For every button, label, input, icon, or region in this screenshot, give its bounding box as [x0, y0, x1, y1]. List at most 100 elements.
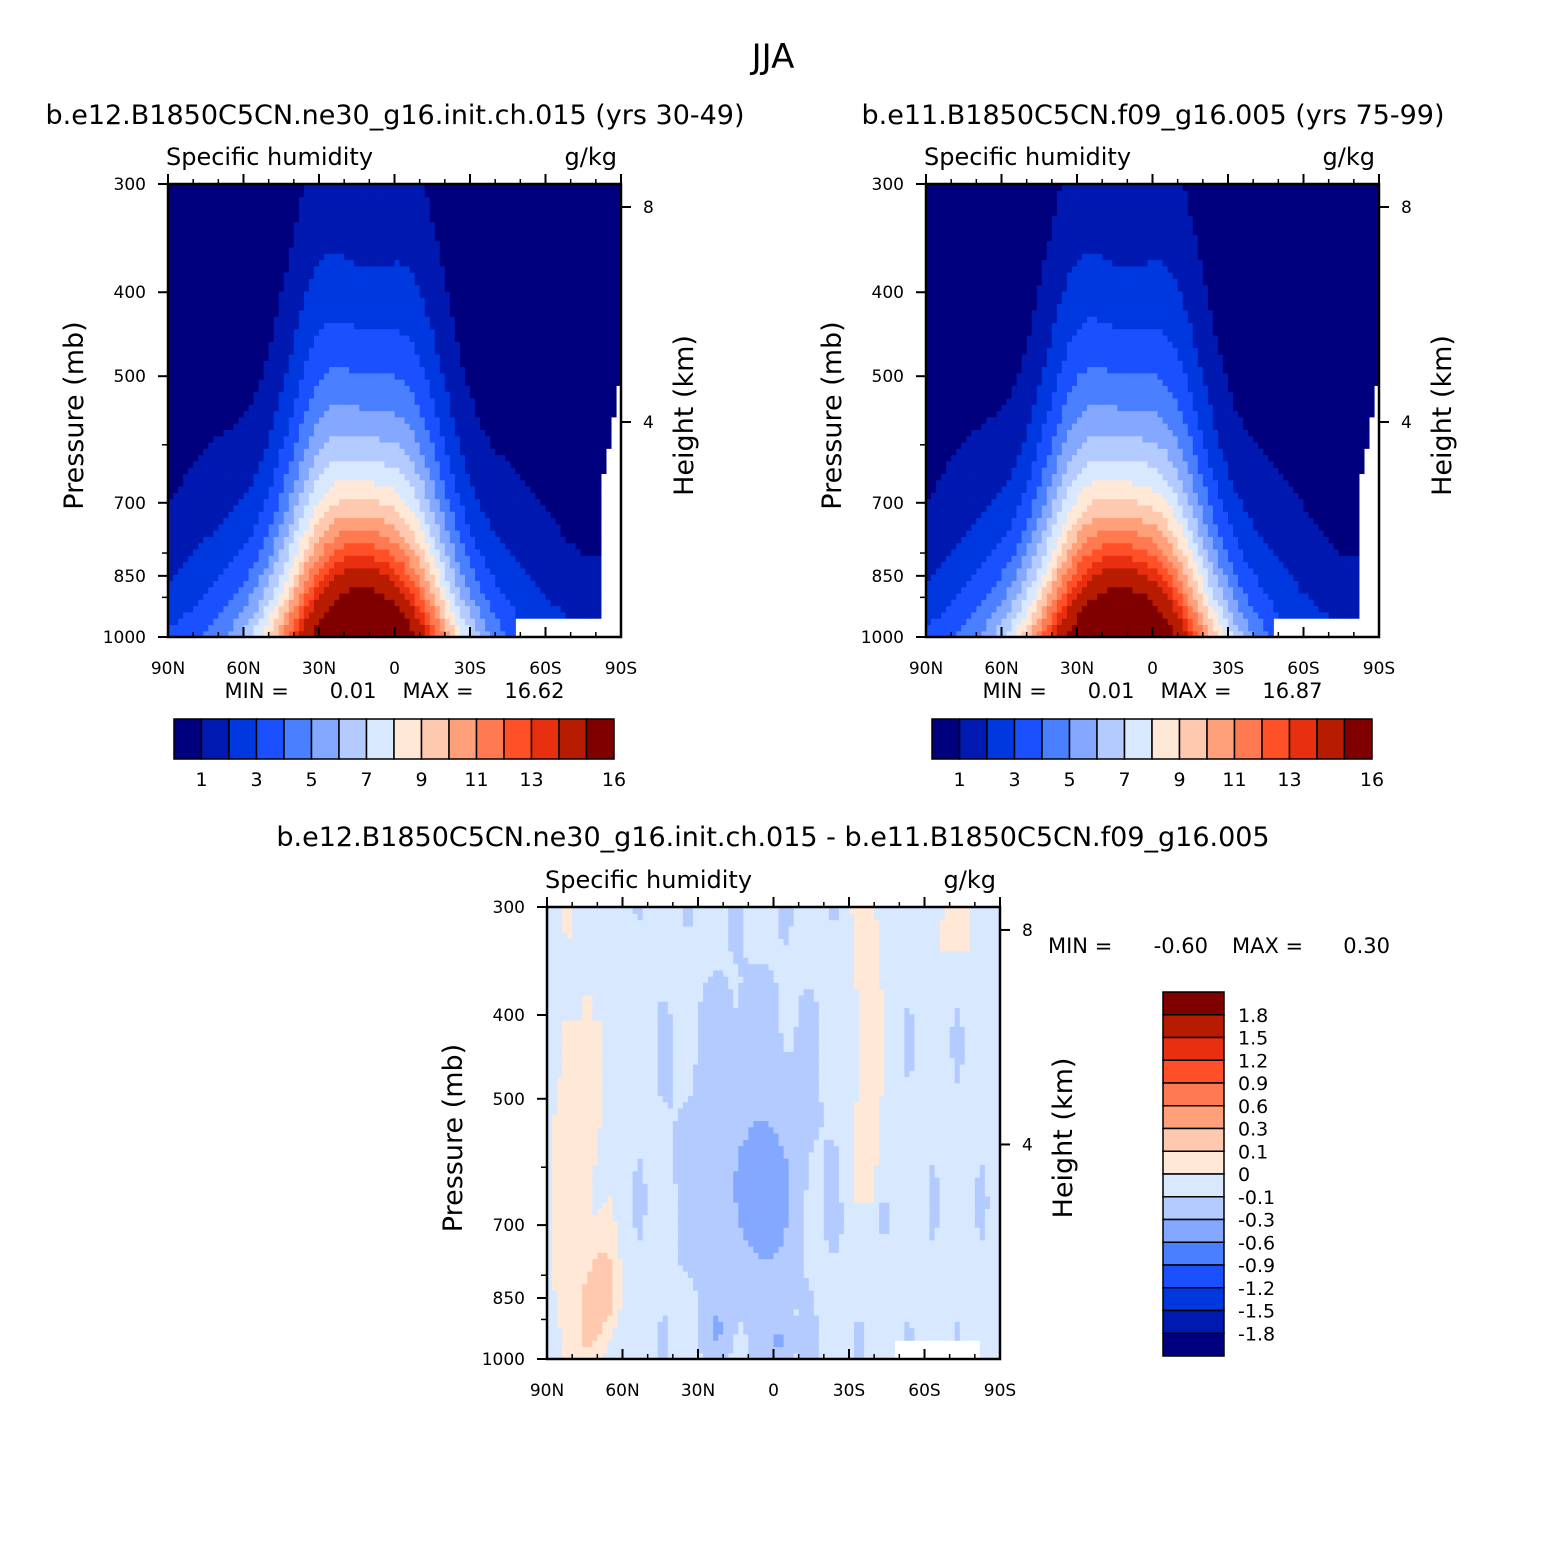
contour-cell: [329, 423, 335, 430]
contour-cell: [384, 392, 390, 399]
contour-cell: [218, 423, 224, 430]
contour-cell: [500, 436, 506, 443]
contour-cell: [339, 536, 345, 543]
contour-cell: [420, 297, 426, 304]
contour-cell: [173, 423, 179, 430]
contour-cell: [309, 568, 315, 575]
contour-cell: [395, 278, 401, 285]
contour-cell: [274, 606, 280, 613]
contour-cell: [369, 392, 375, 399]
contour-cell: [203, 580, 209, 587]
contour-cell: [425, 398, 431, 405]
contour-cell: [470, 486, 476, 493]
contour-cell: [299, 568, 305, 575]
contour-cell: [379, 373, 385, 380]
contour-cell: [304, 587, 310, 594]
contour-cell: [364, 278, 370, 285]
contour-cell: [586, 291, 592, 298]
contour-cell: [420, 423, 426, 430]
contour-cell: [309, 618, 315, 625]
contour-cell: [515, 455, 521, 462]
contour-cell: [334, 436, 340, 443]
contour-cell: [264, 473, 270, 480]
contour-cell: [556, 480, 562, 487]
contour-cell: [581, 411, 587, 418]
contour-cell: [505, 329, 511, 336]
contour-cell: [294, 486, 300, 493]
contour-cell: [309, 423, 315, 430]
contour-cell: [359, 599, 365, 606]
contour-cell: [546, 322, 552, 329]
contour-cell: [324, 341, 330, 348]
contour-cell: [546, 555, 552, 562]
contour-cell: [364, 480, 370, 487]
contour-cell: [470, 536, 476, 543]
contour-cell: [505, 562, 511, 569]
contour-cell: [188, 304, 194, 311]
contour-cell: [314, 341, 320, 348]
contour-cell: [546, 341, 552, 348]
contour-cell: [460, 329, 466, 336]
contour-cell: [289, 587, 295, 594]
contour-cell: [460, 455, 466, 462]
contour-cell: [556, 467, 562, 474]
contour-cell: [324, 549, 330, 556]
contour-cell: [556, 492, 562, 499]
contour-cell: [183, 562, 189, 569]
contour-cell: [178, 499, 184, 506]
contour-cell: [319, 297, 325, 304]
contour-cell: [515, 505, 521, 512]
contour-cell: [556, 398, 562, 405]
contour-cell: [450, 536, 456, 543]
contour-cell: [279, 398, 285, 405]
contour-cell: [274, 335, 280, 342]
contour-cell: [218, 467, 224, 474]
contour-cell: [218, 524, 224, 531]
contour-cell: [455, 624, 461, 631]
contour-cell: [324, 379, 330, 386]
contour-cell: [435, 455, 441, 462]
contour-cell: [208, 612, 214, 619]
contour-cell: [193, 278, 199, 285]
contour-cell: [535, 366, 541, 373]
contour-cell: [238, 530, 244, 537]
contour-cell: [364, 587, 370, 594]
contour-cell: [571, 278, 577, 285]
contour-cell: [581, 348, 587, 355]
contour-cell: [324, 335, 330, 342]
contour-cell: [359, 549, 365, 556]
contour-cell: [369, 436, 375, 443]
contour-cell: [379, 379, 385, 386]
contour-cell: [546, 285, 552, 292]
contour-cell: [183, 455, 189, 462]
contour-cell: [510, 417, 516, 424]
contour-cell: [334, 442, 340, 449]
contour-cell: [309, 448, 315, 455]
contour-cell: [249, 423, 255, 430]
contour-cell: [359, 530, 365, 537]
contour-cell: [420, 549, 426, 556]
contour-cell: [415, 543, 421, 550]
contour-cell: [218, 379, 224, 386]
contour-cell: [233, 499, 239, 506]
contour-cell: [238, 417, 244, 424]
contour-cell: [561, 486, 567, 493]
contour-cell: [430, 524, 436, 531]
contour-cell: [495, 499, 501, 506]
contour-cell: [284, 486, 290, 493]
contour-cell: [566, 310, 572, 317]
contour-cell: [586, 448, 592, 455]
contour-cell: [228, 473, 234, 480]
contour-cell: [525, 593, 531, 600]
contour-cell: [525, 398, 531, 405]
contour-cell: [208, 461, 214, 468]
contour-cell: [228, 291, 234, 298]
contour-cell: [410, 411, 416, 418]
contour-cell: [294, 530, 300, 537]
contour-cell: [354, 335, 360, 342]
contour-cell: [540, 599, 546, 606]
contour-cell: [178, 360, 184, 367]
contour-cell: [183, 272, 189, 279]
contour-cell: [556, 341, 562, 348]
contour-cell: [415, 473, 421, 480]
